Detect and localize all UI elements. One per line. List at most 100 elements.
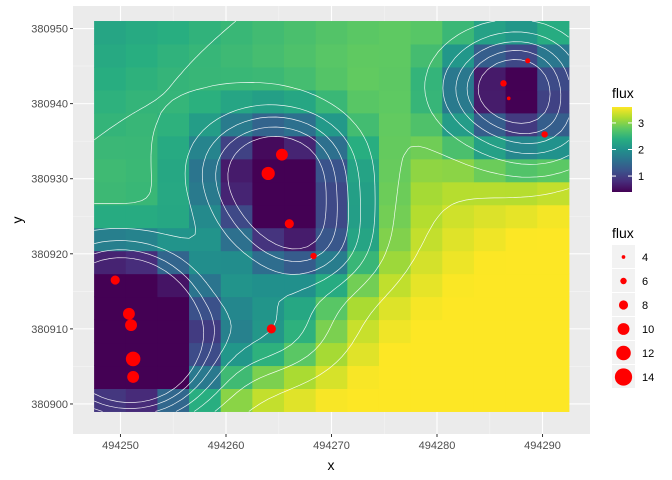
heat-tile <box>284 342 317 367</box>
heat-tile <box>410 43 443 68</box>
heat-tile <box>473 181 507 206</box>
heat-tile <box>94 250 127 275</box>
heat-tile <box>410 296 443 321</box>
heat-tile <box>220 181 253 206</box>
heat-tile <box>284 319 317 344</box>
heat-tile <box>442 388 475 412</box>
size-legend-label-3: 10 <box>642 324 654 336</box>
size-legend-label-5: 14 <box>642 372 654 384</box>
heat-tile <box>252 342 285 367</box>
heat-tile <box>220 21 253 45</box>
size-legend-key-5 <box>614 368 633 386</box>
heat-tile <box>347 227 380 252</box>
heat-tile <box>157 204 190 229</box>
y-tick-label-5: 380950 <box>31 24 68 36</box>
heat-tile <box>252 204 285 229</box>
heat-tile <box>505 388 538 412</box>
x-tick-label-1: 494260 <box>208 440 245 452</box>
data-point-7 <box>284 219 294 229</box>
heat-tile <box>537 319 570 344</box>
heat-tile <box>505 89 538 114</box>
heat-tile <box>252 273 285 298</box>
heat-tile <box>94 89 127 114</box>
x-axis: 494250 494260 494270 494280 494290 <box>102 434 561 452</box>
heat-tile <box>125 135 158 160</box>
y-axis: 380900 380910 380920 380930 380940 380950 <box>31 24 73 411</box>
heat-tile <box>94 135 127 160</box>
heat-tile <box>252 250 285 275</box>
y-tick-label-1: 380910 <box>31 324 68 336</box>
heat-tile <box>347 296 380 321</box>
heat-tile <box>347 21 380 45</box>
heat-tile <box>94 342 127 367</box>
heat-tile <box>284 21 317 45</box>
heat-tile <box>410 112 443 137</box>
heat-tile <box>347 250 380 275</box>
heat-tile <box>284 89 317 114</box>
fill-legend-label-2: 3 <box>638 118 644 130</box>
heat-tile <box>378 250 412 275</box>
heat-tile <box>189 273 222 298</box>
heat-tile <box>473 227 507 252</box>
data-points <box>110 58 548 383</box>
heat-tile <box>157 342 190 367</box>
heat-tile <box>442 112 475 137</box>
heat-tile <box>157 158 190 183</box>
heat-tile <box>252 66 285 91</box>
x-tick-label-2: 494270 <box>313 440 350 452</box>
x-tick-label-0: 494250 <box>102 440 139 452</box>
size-legend: flux 4 6 8 10 12 14 <box>612 225 654 388</box>
size-legend-key-2 <box>618 300 629 310</box>
heat-tile <box>410 66 443 91</box>
heat-tile <box>505 319 538 344</box>
heat-tile <box>347 365 380 390</box>
heat-tile <box>473 296 507 321</box>
heat-tile <box>410 204 443 229</box>
heat-tile <box>315 43 348 68</box>
heat-tile <box>157 181 190 206</box>
heat-tile <box>284 388 317 412</box>
heat-tile <box>252 112 285 137</box>
heat-tile <box>537 135 570 160</box>
heat-tile <box>252 365 285 390</box>
heat-tile <box>378 319 412 344</box>
heat-tile <box>315 158 348 183</box>
contour-level-5 <box>214 145 569 412</box>
heat-tile <box>537 365 570 390</box>
heat-tile <box>315 135 348 160</box>
y-tick-label-3: 380930 <box>31 174 68 186</box>
heat-tile <box>410 227 443 252</box>
heat-tile <box>157 21 190 45</box>
heat-tile <box>410 365 443 390</box>
heat-tile <box>284 181 317 206</box>
heat-tile <box>347 319 380 344</box>
heat-tile <box>157 43 190 68</box>
heat-tile <box>315 296 348 321</box>
heat-tile <box>284 135 317 160</box>
heat-tile <box>315 273 348 298</box>
data-point-4 <box>127 371 140 383</box>
heat-tile <box>284 250 317 275</box>
heat-tile <box>125 89 158 114</box>
heat-tile <box>157 365 190 390</box>
contour-level-3 <box>94 31 569 412</box>
heat-tile <box>505 250 538 275</box>
size-legend-label-1: 6 <box>642 276 648 288</box>
contour-level-4 <box>94 21 569 412</box>
size-legend-key-0 <box>621 255 626 259</box>
heat-tile <box>125 43 158 68</box>
heat-tile <box>410 388 443 412</box>
heat-tile <box>189 388 222 412</box>
heat-tile <box>410 250 443 275</box>
heat-tile <box>252 227 285 252</box>
heat-tile <box>315 66 348 91</box>
heat-tile <box>94 296 127 321</box>
contour-level-0 <box>94 59 551 403</box>
heat-tile <box>157 296 190 321</box>
heat-tile <box>94 273 127 298</box>
heat-tile <box>284 273 317 298</box>
heat-tile <box>410 21 443 45</box>
heat-tile <box>537 388 570 412</box>
heat-tile <box>189 296 222 321</box>
data-point-11 <box>500 80 507 87</box>
